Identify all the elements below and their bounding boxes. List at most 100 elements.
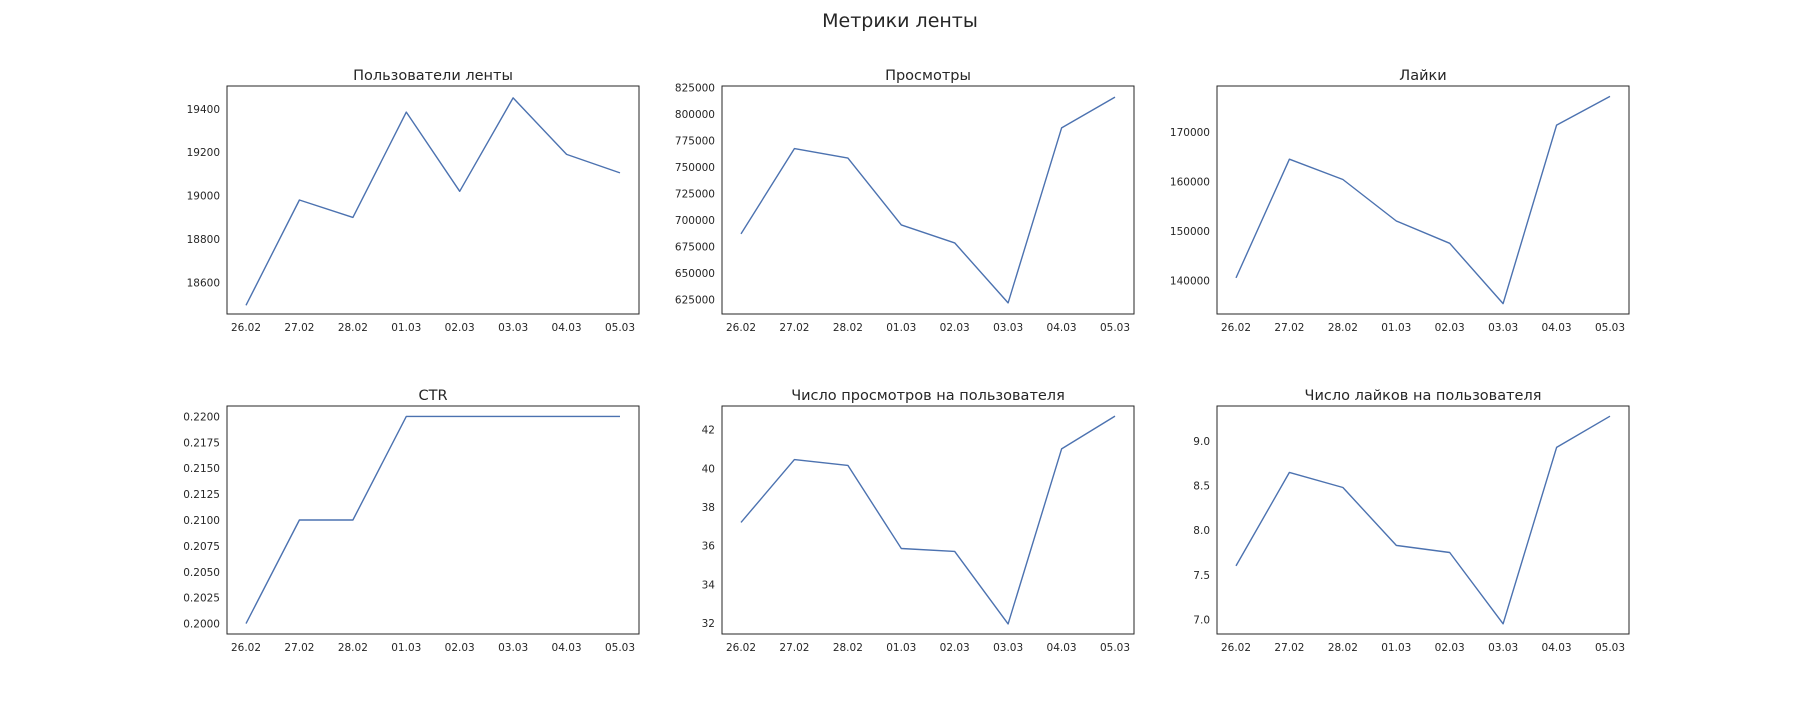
chart-panel-6: Число лайков на пользователя 26.02 27.02 28… bbox=[1193, 388, 1630, 654]
chart-panel-2: Просмотры 26.02 27.02 28.02 01.03 02.03 03.03 0… bbox=[675, 68, 1135, 334]
axes-frame bbox=[1216, 405, 1630, 635]
x-tick-label: 04.03 bbox=[1047, 322, 1077, 334]
y-tick-label: 0.2000 bbox=[183, 619, 220, 631]
y-tick-label: 625000 bbox=[675, 295, 715, 307]
y-tick-label: 19000 bbox=[187, 191, 220, 203]
y-tick-label: 7.0 bbox=[1193, 614, 1210, 626]
series-line bbox=[740, 415, 1116, 625]
y-tick-label: 0.2175 bbox=[183, 437, 220, 449]
x-tick-label: 04.03 bbox=[552, 322, 582, 334]
x-tick-label: 02.03 bbox=[1435, 642, 1465, 654]
x-tick-label: 26.02 bbox=[1221, 322, 1251, 334]
y-tick-label: 8.0 bbox=[1193, 525, 1210, 537]
x-tick-label: 28.02 bbox=[833, 322, 863, 334]
x-tick-label: 26.02 bbox=[231, 642, 261, 654]
x-tick-label: 28.02 bbox=[338, 322, 368, 334]
axes-frame bbox=[721, 405, 1135, 635]
chart-title: Число лайков на пользователя bbox=[1305, 388, 1542, 404]
x-tick-label: 05.03 bbox=[1100, 322, 1130, 334]
x-tick-label: 26.02 bbox=[726, 642, 756, 654]
x-tick-label: 03.03 bbox=[993, 322, 1023, 334]
x-tick-label: 04.03 bbox=[552, 642, 582, 654]
x-tick-label: 02.03 bbox=[940, 642, 970, 654]
y-tick-label: 725000 bbox=[675, 189, 715, 201]
axes-frame bbox=[721, 85, 1135, 315]
chart-panel-3: Лайки 26.02 27.02 28.02 01.03 02.03 03.03 04.03… bbox=[1170, 68, 1630, 334]
y-tick-label: 650000 bbox=[675, 268, 715, 280]
chart-title: Просмотры bbox=[885, 68, 971, 84]
chart-panel-1: Пользователи ленты 26.02 27.02 28.02 01.03 02… bbox=[187, 68, 640, 334]
y-tick-label: 140000 bbox=[1170, 275, 1210, 287]
y-tick-label: 0.2125 bbox=[183, 489, 220, 501]
x-tick-label: 04.03 bbox=[1047, 642, 1077, 654]
x-tick-label: 05.03 bbox=[1595, 642, 1625, 654]
y-tick-label: 0.2100 bbox=[183, 515, 220, 527]
x-tick-label: 27.02 bbox=[284, 322, 314, 334]
x-tick-label: 02.03 bbox=[1435, 322, 1465, 334]
x-tick-label: 02.03 bbox=[445, 322, 475, 334]
x-tick-label: 26.02 bbox=[726, 322, 756, 334]
y-tick-label: 150000 bbox=[1170, 226, 1210, 238]
x-tick-label: 26.02 bbox=[231, 322, 261, 334]
x-tick-label: 03.03 bbox=[993, 642, 1023, 654]
x-tick-label: 03.03 bbox=[1488, 322, 1518, 334]
x-tick-label: 01.03 bbox=[391, 642, 421, 654]
y-tick-label: 19200 bbox=[187, 147, 220, 159]
y-tick-label: 160000 bbox=[1170, 176, 1210, 188]
y-tick-label: 0.2200 bbox=[183, 411, 220, 423]
y-tick-label: 8.5 bbox=[1193, 481, 1210, 493]
y-tick-label: 170000 bbox=[1170, 127, 1210, 139]
x-tick-label: 28.02 bbox=[1328, 322, 1358, 334]
series-line bbox=[1235, 415, 1611, 625]
y-tick-label: 32 bbox=[702, 618, 715, 630]
y-tick-label: 18800 bbox=[187, 234, 220, 246]
y-tick-label: 38 bbox=[702, 502, 715, 514]
y-tick-label: 9.0 bbox=[1193, 436, 1210, 448]
y-tick-label: 825000 bbox=[675, 83, 715, 95]
x-tick-label: 01.03 bbox=[1381, 642, 1411, 654]
y-tick-label: 7.5 bbox=[1193, 570, 1210, 582]
y-tick-label: 36 bbox=[702, 541, 716, 553]
x-tick-label: 03.03 bbox=[498, 642, 528, 654]
x-tick-label: 01.03 bbox=[391, 322, 421, 334]
x-tick-label: 04.03 bbox=[1542, 322, 1572, 334]
x-tick-label: 02.03 bbox=[940, 322, 970, 334]
chart-title: CTR bbox=[418, 388, 447, 404]
y-tick-label: 42 bbox=[702, 425, 715, 437]
x-tick-label: 27.02 bbox=[1274, 322, 1304, 334]
axes-frame bbox=[226, 405, 640, 635]
x-tick-label: 03.03 bbox=[498, 322, 528, 334]
axes-frame bbox=[226, 85, 640, 315]
chart-panel-4: CTR 26.02 27.02 28.02 01.03 02.03 03.03 04.03 05… bbox=[183, 388, 640, 654]
chart-title: Число просмотров на пользователя bbox=[791, 388, 1065, 404]
y-tick-label: 34 bbox=[702, 579, 716, 591]
series-line bbox=[245, 415, 620, 624]
y-tick-label: 0.2075 bbox=[183, 541, 220, 553]
y-tick-label: 0.2025 bbox=[183, 593, 220, 605]
figure-suptitle: Метрики ленты bbox=[822, 10, 978, 32]
x-tick-label: 27.02 bbox=[779, 322, 809, 334]
y-tick-label: 40 bbox=[702, 463, 715, 475]
y-tick-label: 750000 bbox=[675, 162, 715, 174]
x-tick-label: 28.02 bbox=[833, 642, 863, 654]
chart-title: Пользователи ленты bbox=[353, 68, 513, 84]
y-tick-label: 775000 bbox=[675, 136, 715, 148]
x-tick-label: 01.03 bbox=[1381, 322, 1411, 334]
x-tick-label: 27.02 bbox=[284, 642, 314, 654]
series-line bbox=[740, 96, 1116, 304]
y-tick-label: 19400 bbox=[187, 104, 220, 116]
y-tick-label: 700000 bbox=[675, 215, 715, 227]
x-tick-label: 03.03 bbox=[1488, 642, 1518, 654]
chart-title: Лайки bbox=[1399, 68, 1446, 84]
x-tick-label: 02.03 bbox=[445, 642, 475, 654]
x-tick-label: 28.02 bbox=[1328, 642, 1358, 654]
x-tick-label: 26.02 bbox=[1221, 642, 1251, 654]
chart-panel-5: Число просмотров на пользователя 26.02 27.… bbox=[702, 388, 1135, 654]
series-line bbox=[1235, 95, 1611, 305]
axes-frame bbox=[1216, 85, 1630, 315]
x-tick-label: 05.03 bbox=[1100, 642, 1130, 654]
y-tick-label: 800000 bbox=[675, 109, 715, 121]
x-tick-label: 05.03 bbox=[605, 322, 635, 334]
x-tick-label: 27.02 bbox=[1274, 642, 1304, 654]
